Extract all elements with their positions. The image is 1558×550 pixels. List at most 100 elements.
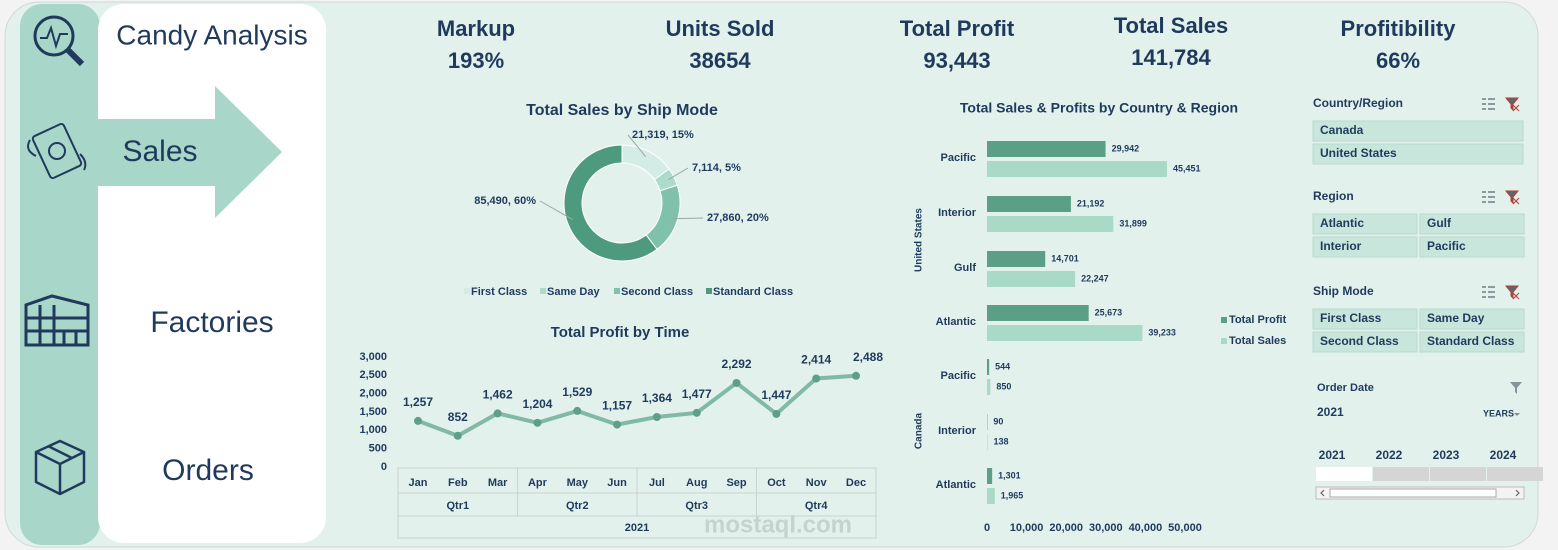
- multi-select-icon[interactable]: [1482, 191, 1495, 203]
- data-label: 138: [994, 436, 1009, 446]
- x-tick-label: Jun: [607, 477, 627, 489]
- slicer-item-label[interactable]: Interior: [1320, 239, 1362, 253]
- region-label: Atlantic: [936, 316, 976, 328]
- timeline-cell[interactable]: [1487, 467, 1543, 481]
- bar: [987, 161, 1167, 177]
- line-marker: [852, 371, 860, 380]
- region-label: Interior: [938, 207, 977, 219]
- multi-select-icon[interactable]: [1482, 98, 1495, 110]
- bar: [987, 468, 993, 484]
- clear-filter-icon[interactable]: [1510, 382, 1522, 394]
- legend-swatch: [540, 288, 546, 294]
- slicer-item-label[interactable]: Gulf: [1427, 216, 1452, 230]
- data-label: 22,247: [1081, 273, 1109, 283]
- data-label: 1,965: [1001, 490, 1024, 500]
- legend-swatch: [464, 288, 470, 294]
- clear-filter-icon[interactable]: [1504, 190, 1520, 205]
- timeline-cell[interactable]: [1430, 467, 1486, 481]
- slicer-item-label[interactable]: Second Class: [1320, 334, 1399, 348]
- data-label: 21,192: [1077, 198, 1105, 208]
- scroll-thumb[interactable]: [1329, 488, 1497, 498]
- slicer-item[interactable]: [1419, 236, 1525, 258]
- nav-item[interactable]: Orders: [162, 454, 254, 487]
- nav-item[interactable]: Factories: [150, 306, 273, 339]
- data-label: 85,490, 60%: [474, 195, 536, 207]
- timeline-selection: 2021: [1317, 405, 1344, 419]
- kpi-value: 93,443: [923, 48, 990, 73]
- x-tick-label: Jan: [409, 477, 428, 489]
- slicer-item-label[interactable]: Pacific: [1427, 239, 1466, 253]
- data-label: 1,364: [642, 391, 672, 405]
- slicer-item[interactable]: [1312, 236, 1418, 258]
- year-label: 2021: [625, 522, 649, 534]
- slicer-item-label[interactable]: Same Day: [1427, 311, 1485, 325]
- data-label: 850: [996, 381, 1011, 391]
- line-marker: [414, 416, 422, 425]
- x-tick-label: Jul: [649, 477, 665, 489]
- data-label: 544: [995, 361, 1010, 371]
- country-label: United States: [914, 208, 925, 272]
- line-marker: [533, 418, 542, 427]
- analysis-icon: [33, 15, 85, 67]
- timeline-level[interactable]: YEARS: [1483, 408, 1514, 418]
- nav-item[interactable]: Sales: [122, 135, 197, 168]
- level-caret: [1514, 413, 1520, 416]
- bar: [987, 325, 1143, 341]
- data-label: 21,319, 15%: [632, 129, 694, 141]
- group-label: Qtr2: [566, 500, 589, 512]
- data-label: 1,257: [403, 395, 433, 409]
- line-marker: [692, 408, 701, 417]
- data-label: 29,942: [1112, 143, 1140, 153]
- x-tick-label: Nov: [806, 477, 828, 489]
- legend-label: First Class: [471, 286, 527, 298]
- slicer-item[interactable]: [1312, 213, 1418, 235]
- slicer-item[interactable]: [1419, 331, 1525, 353]
- legend-label: Second Class: [621, 286, 693, 298]
- legend-label: Total Sales: [1229, 335, 1286, 347]
- x-tick-label: May: [567, 477, 589, 489]
- data-label: 45,451: [1173, 163, 1201, 173]
- legend-swatch: [1221, 338, 1227, 344]
- data-label: 1,157: [602, 399, 632, 413]
- slicer-item[interactable]: [1419, 213, 1525, 235]
- slicer-item-label[interactable]: United States: [1320, 146, 1397, 160]
- slicer-item[interactable]: [1312, 308, 1418, 330]
- slicer-item[interactable]: [1419, 308, 1525, 330]
- leader-line: [539, 200, 573, 220]
- leader-line: [671, 217, 704, 220]
- data-label: 1,462: [483, 388, 513, 402]
- data-label: 2,292: [722, 357, 752, 371]
- legend-swatch: [614, 288, 620, 294]
- bar: [987, 216, 1114, 232]
- timeline-year: 2023: [1433, 448, 1460, 462]
- slicer-item-label[interactable]: Atlantic: [1320, 216, 1364, 230]
- data-label: 27,860, 20%: [707, 212, 769, 224]
- chart-title: Total Profit by Time: [551, 324, 690, 341]
- line-marker: [453, 431, 462, 440]
- bar: [987, 379, 991, 395]
- timeline-cell[interactable]: [1316, 467, 1372, 481]
- kpi-value: 193%: [448, 48, 504, 73]
- region-label: Interior: [938, 425, 977, 437]
- clear-filter-icon[interactable]: [1504, 285, 1520, 300]
- clear-filter-icon[interactable]: [1504, 97, 1520, 112]
- data-label: 14,701: [1051, 253, 1079, 263]
- slicer-item[interactable]: [1312, 143, 1524, 165]
- x-tick-label: Feb: [448, 477, 468, 489]
- line-marker: [573, 406, 582, 415]
- multi-select-icon[interactable]: [1482, 286, 1495, 298]
- legend-label: Total Profit: [1229, 314, 1287, 326]
- bar: [987, 141, 1106, 157]
- slicer-item[interactable]: [1312, 331, 1418, 353]
- slicer-item-label[interactable]: First Class: [1320, 311, 1382, 325]
- slicer-item-label[interactable]: Standard Class: [1427, 334, 1515, 348]
- kpi-value: 38654: [689, 48, 751, 73]
- slicer-item-label[interactable]: Canada: [1320, 123, 1364, 137]
- region-label: Pacific: [941, 370, 976, 382]
- kpi-label: Total Sales: [1114, 13, 1229, 38]
- region-label: Pacific: [941, 152, 976, 164]
- slicer-item[interactable]: [1312, 120, 1524, 142]
- x-tick-label: 30,000: [1089, 522, 1123, 534]
- timeline-cell[interactable]: [1373, 467, 1429, 481]
